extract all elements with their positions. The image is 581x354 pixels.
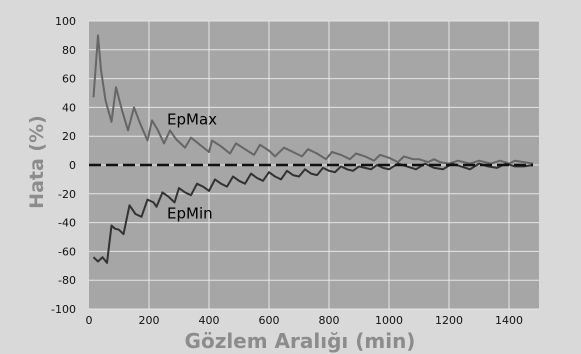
y-tick-label: 100 xyxy=(55,15,76,28)
x-tick-label: 1200 xyxy=(435,314,463,327)
y-tick-label: -20 xyxy=(58,188,76,201)
x-tick-label: 0 xyxy=(86,314,93,327)
x-axis-ticks: 0 200 400 600 800 1000 1200 1400 xyxy=(86,314,524,327)
y-tick-label: 40 xyxy=(62,101,76,114)
annotation-label: EpMin xyxy=(167,204,213,222)
y-tick-label: -100 xyxy=(51,303,76,316)
x-tick-label: 400 xyxy=(199,314,220,327)
x-tick-label: 600 xyxy=(259,314,280,327)
y-tick-label: -60 xyxy=(58,245,76,258)
y-tick-label: 0 xyxy=(69,159,76,172)
y-tick-label: -40 xyxy=(58,217,76,230)
series-line-epmax xyxy=(92,34,534,165)
y-tick-label: 20 xyxy=(62,130,76,143)
x-tick-label: 1000 xyxy=(375,314,403,327)
annotation-label: EpMax xyxy=(167,111,217,129)
x-axis-title: Gözlem Aralığı (min) xyxy=(185,329,416,353)
x-tick-label: 800 xyxy=(319,314,340,327)
x-tick-label: 200 xyxy=(139,314,160,327)
y-tick-label: 80 xyxy=(62,44,76,57)
y-axis-title: Hata (%) xyxy=(26,115,48,209)
series-lines xyxy=(89,34,534,264)
y-tick-label: -80 xyxy=(58,274,76,287)
y-tick-label: 60 xyxy=(62,73,76,86)
series-line-epmin xyxy=(92,162,534,264)
annotations: EpMax EpMin xyxy=(167,111,217,223)
x-tick-label: 1400 xyxy=(495,314,523,327)
y-axis-ticks: 100 80 60 40 20 0 -20 -40 -60 -80 -100 xyxy=(51,15,76,316)
